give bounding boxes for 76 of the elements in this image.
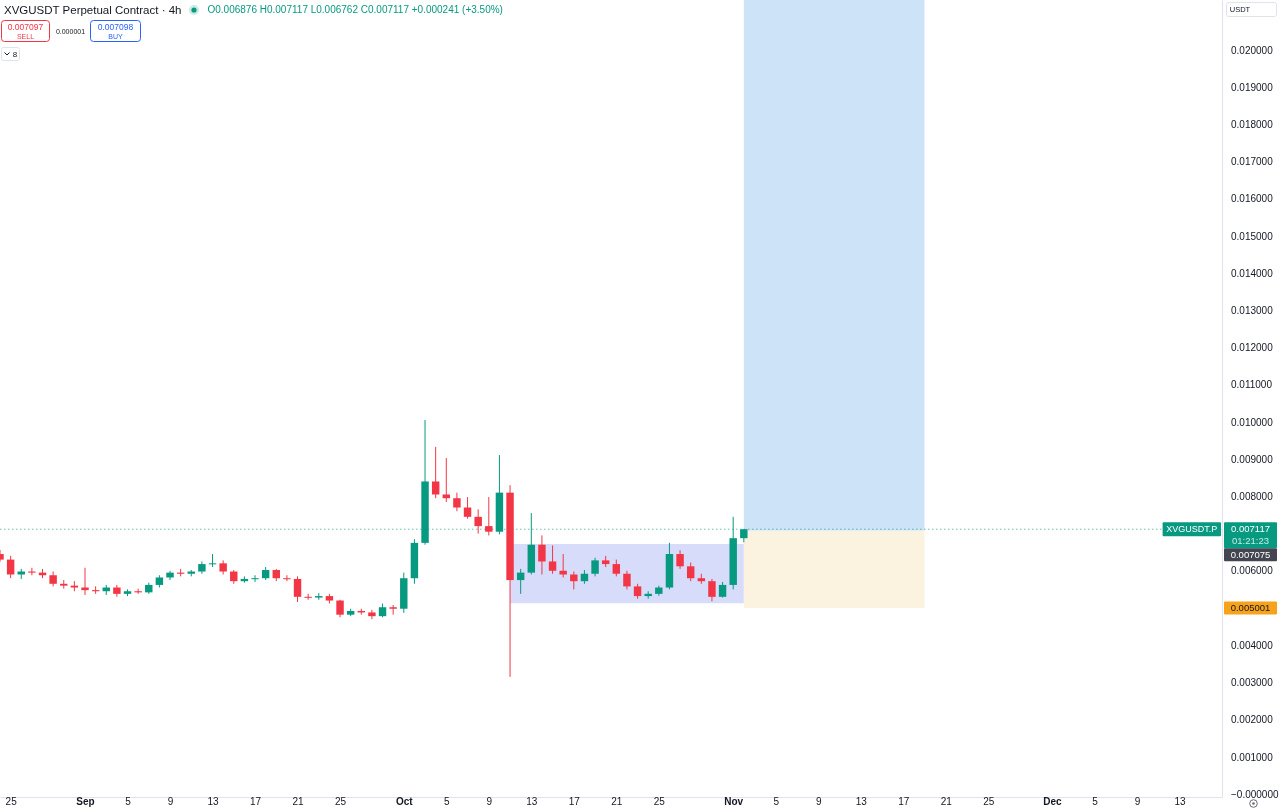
candlestick — [442, 457, 451, 503]
y-tick-label: 0.009000 — [1231, 453, 1274, 465]
x-tick-label: 25 — [653, 796, 666, 808]
y-tick-label: 0.013000 — [1231, 305, 1274, 317]
candlestick — [485, 496, 493, 536]
text: 0.005001 — [1230, 602, 1271, 614]
annotation: 0.007098 — [97, 22, 134, 32]
candlestick — [453, 492, 461, 512]
y-tick-label: 0.011000 — [1231, 379, 1273, 391]
x-tick-label: 21 — [611, 796, 623, 808]
x-tick-label: 9 — [1134, 796, 1141, 808]
y-tick-label: 0.001000 — [1231, 751, 1274, 763]
x-tick-label: 21 — [940, 796, 953, 808]
y-tick-label: 0.002000 — [1231, 714, 1274, 726]
y-tick-label: 0.014000 — [1231, 267, 1274, 279]
candlestick — [686, 562, 695, 582]
candlestick — [591, 557, 599, 577]
candlestick — [134, 588, 142, 595]
annotation: 8 — [12, 49, 18, 59]
x-tick-label: 25 — [5, 796, 18, 808]
x-tick-label: 9 — [167, 796, 174, 808]
candlestick — [113, 584, 121, 598]
y-tick-label: 0.020000 — [1231, 44, 1274, 56]
x-tick-label: 25 — [334, 796, 347, 808]
x-tick-label: 13 — [855, 796, 868, 808]
candlestick — [708, 578, 716, 602]
candlestick — [548, 544, 557, 575]
annotation: 0.007097 — [7, 22, 44, 32]
chart-subtitle: O0.006876 H0.007117 L0.006762 C0.007117 +0.000241 (+3.50%) — [207, 4, 503, 15]
x-tick-label: 5 — [1092, 796, 1099, 808]
y-tick-label: 0.003000 — [1231, 677, 1274, 689]
x-tick-label: 13 — [526, 796, 538, 808]
x-tick-label: Sep — [76, 796, 95, 808]
candlestick — [463, 496, 472, 520]
y-tick-label: 0.018000 — [1231, 118, 1274, 130]
chart-title: XVGUSDT Perpetual Contract · 4h — [4, 3, 182, 16]
y-tick-label: 0.008000 — [1231, 491, 1274, 503]
candlestick — [676, 549, 684, 570]
text: 01:21:23 — [1232, 535, 1269, 547]
x-tick-label: Oct — [395, 796, 414, 808]
y-tick-label: 0.016000 — [1231, 193, 1274, 205]
text: 0.007075 — [1230, 549, 1271, 561]
x-tick-label: 5 — [444, 796, 451, 808]
x-tick-label: 13 — [1174, 796, 1186, 808]
y-tick-label: 0.004000 — [1231, 639, 1274, 651]
x-tick-label: 5 — [773, 796, 780, 808]
x-tick-label: 17 — [898, 796, 910, 808]
y-tick-label: 0.006000 — [1231, 565, 1274, 577]
candlestick — [208, 553, 217, 568]
x-tick-label: 21 — [292, 796, 305, 808]
candlestick — [538, 534, 546, 575]
x-tick-label: Nov — [724, 796, 744, 808]
candlestick — [28, 567, 36, 576]
y-tick-label: 0.012000 — [1231, 342, 1274, 354]
y-tick-label: 0.010000 — [1231, 416, 1274, 428]
ref-line-label: XVGUSDT.P — [1166, 524, 1218, 535]
x-tick-label: 9 — [486, 796, 493, 808]
x-tick-label: 5 — [125, 796, 132, 808]
candlestick — [283, 574, 291, 582]
candlestick — [431, 446, 440, 499]
text: 0.007117 — [1231, 523, 1270, 535]
y-tick-label: 0.017000 — [1231, 156, 1274, 168]
candlestick — [368, 609, 376, 620]
y-tick-label: 0.019000 — [1231, 81, 1274, 93]
candlestick — [293, 575, 302, 603]
candlestick — [251, 574, 259, 583]
x-tick-label: 17 — [568, 796, 581, 808]
candlestick — [623, 570, 631, 590]
candlestick — [474, 508, 482, 535]
x-tick-label: 17 — [249, 796, 262, 808]
x-tick-label: 9 — [815, 796, 822, 808]
y-tick-label: 0.015000 — [1231, 230, 1274, 242]
x-tick-label: Dec — [1043, 796, 1063, 808]
x-tick-label: 13 — [207, 796, 220, 808]
x-tick-label: 25 — [983, 796, 995, 808]
y-tick-label: −0.000000 — [1231, 788, 1279, 800]
